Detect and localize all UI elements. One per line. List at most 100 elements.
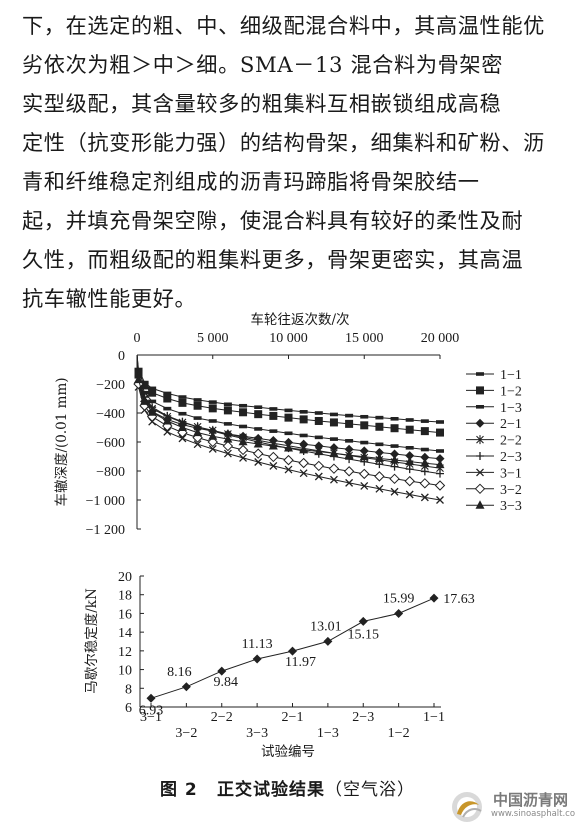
rut-data-point: [283, 454, 294, 466]
rut-data-point: [344, 444, 354, 454]
rut-series-1−3: [134, 354, 444, 453]
marshall-x-tick-label: 3−3: [246, 726, 268, 741]
rut-y-tick-label: −1 200: [86, 523, 125, 538]
legend-marker: [474, 483, 486, 495]
rut-data-point: [299, 415, 308, 424]
watermark-text: 中国沥青网: [493, 791, 569, 809]
marshall-x-tick-label: 1−1: [423, 710, 445, 725]
rut-data-point: [359, 446, 369, 456]
rut-data-point: [405, 465, 414, 474]
rut-data-point: [140, 390, 149, 395]
marshall-data-point: [288, 646, 297, 656]
paragraph-line: 久性，而粗级配的粗集料更多，骨架更密实，其高温: [22, 247, 524, 272]
rut-data-point: [223, 422, 232, 426]
rut-data-point: [254, 410, 263, 419]
paragraph-line: 起，并填充骨架空隙，使混合料具有较好的柔性及耐: [22, 208, 524, 233]
legend-item: 2−1: [466, 417, 522, 432]
rut-y-tick-label: −200: [96, 378, 125, 393]
rut-data-point: [375, 422, 384, 431]
rut-data-point: [239, 424, 248, 429]
rut-data-point: [163, 391, 172, 396]
rut-data-point: [238, 436, 248, 446]
rut-y-tick-label: −400: [96, 407, 125, 422]
legend-label: 2−3: [500, 450, 522, 465]
rut-data-point: [269, 429, 278, 433]
legend-marker: [476, 405, 484, 409]
rut-y-tick-label: −1 000: [86, 494, 125, 509]
rut-data-point: [284, 408, 293, 413]
rut-data-point: [208, 419, 217, 423]
rut-depth-chart: 0 5 000 10 000 15 000 20 000 0 −200 −400 −600 −80…: [53, 311, 459, 538]
marshall-data-point: [429, 593, 439, 603]
rut-data-point: [436, 449, 444, 453]
legend-marker: [476, 435, 484, 445]
marshall-stability-chart: 6 8 10 12 14 16 18 20 3−1 3−2 2−2 3−3 2−1 1−3 2−3 1−2 1−…: [84, 570, 475, 760]
rut-data-point: [140, 396, 150, 405]
rut-data-point: [148, 386, 157, 391]
figure-caption: 图 2 正交试验结果（空气浴）: [0, 775, 575, 800]
rut-data-point: [420, 493, 429, 502]
legend-label: 3−3: [500, 499, 522, 514]
caption-title: 正交试验结果: [216, 780, 325, 800]
rut-data-point: [405, 456, 415, 466]
rut-data-point: [193, 401, 202, 410]
marshall-x-tick-label: 2−1: [282, 710, 304, 725]
paragraph-line: 抗车辙性能更好。: [22, 286, 197, 311]
marshall-x-tick-label: 3−2: [175, 726, 197, 741]
rut-data-point: [237, 444, 249, 456]
legend-label: 2−1: [500, 417, 522, 432]
rut-data-point: [254, 458, 263, 466]
marshall-x-tick-label: 1−3: [317, 726, 339, 741]
paragraph-line: 劣依次为粗＞中＞细。SMA－13 混合料为骨架密: [22, 52, 503, 77]
rut-data-point: [268, 451, 279, 463]
marshall-y-tick-label: 8: [125, 682, 132, 697]
rut-data-point: [329, 412, 338, 417]
rut-data-point: [269, 407, 278, 411]
rut-data-point: [222, 440, 234, 452]
marshall-data-label: 11.13: [242, 637, 273, 652]
rut-data-point: [420, 452, 430, 462]
rut-data-point: [193, 440, 202, 449]
rut-series-3−3: [134, 354, 445, 469]
legend-label: 1−1: [500, 368, 522, 383]
rut-data-point: [390, 454, 400, 464]
rut-data-point: [208, 445, 217, 453]
marshall-data-label: 13.01: [310, 619, 342, 634]
rut-data-point: [405, 446, 414, 450]
rut-data-point: [390, 444, 399, 448]
rut-data-point: [329, 443, 339, 453]
rut-data-point: [329, 418, 338, 427]
legend-marker: [476, 372, 484, 376]
rut-data-point: [390, 449, 400, 459]
marshall-data-label: 15.99: [383, 592, 415, 607]
watermark-url: www.sinoasphalt.com: [491, 809, 575, 819]
rut-data-point: [223, 434, 233, 443]
legend-marker: [476, 468, 484, 477]
legend-label: 1−2: [500, 384, 522, 399]
marshall-data-point: [181, 682, 191, 692]
marshall-data-label: 9.84: [214, 675, 239, 690]
marshall-x-tick-label: 3−1: [140, 710, 162, 725]
rut-data-point: [390, 462, 399, 471]
marshall-y-axis-label: 马歇尔稳定度/kN: [84, 588, 100, 694]
legend-marker: [475, 418, 485, 428]
rut-data-point: [178, 411, 187, 416]
legend-item: 3−2: [466, 483, 522, 498]
rut-data-point: [359, 468, 370, 480]
paragraph-line: 实型级配，其含量较多的粗集料互相嵌锁组成高稳: [22, 91, 502, 116]
legend-label: 2−2: [500, 434, 522, 449]
rut-data-point: [177, 422, 187, 431]
rut-data-point: [268, 441, 278, 450]
rut-data-point: [193, 398, 202, 402]
rut-data-point: [163, 394, 172, 403]
rut-data-point: [163, 406, 172, 411]
rut-x-tick-label: 5 000: [197, 331, 229, 346]
rut-data-point: [163, 427, 172, 436]
rut-data-point: [254, 405, 263, 409]
rut-data-point: [284, 442, 293, 452]
rut-data-point: [299, 433, 308, 438]
marshall-data-label: 8.16: [167, 665, 192, 680]
rut-data-point: [193, 416, 202, 420]
legend-item: 2−2: [466, 434, 522, 449]
